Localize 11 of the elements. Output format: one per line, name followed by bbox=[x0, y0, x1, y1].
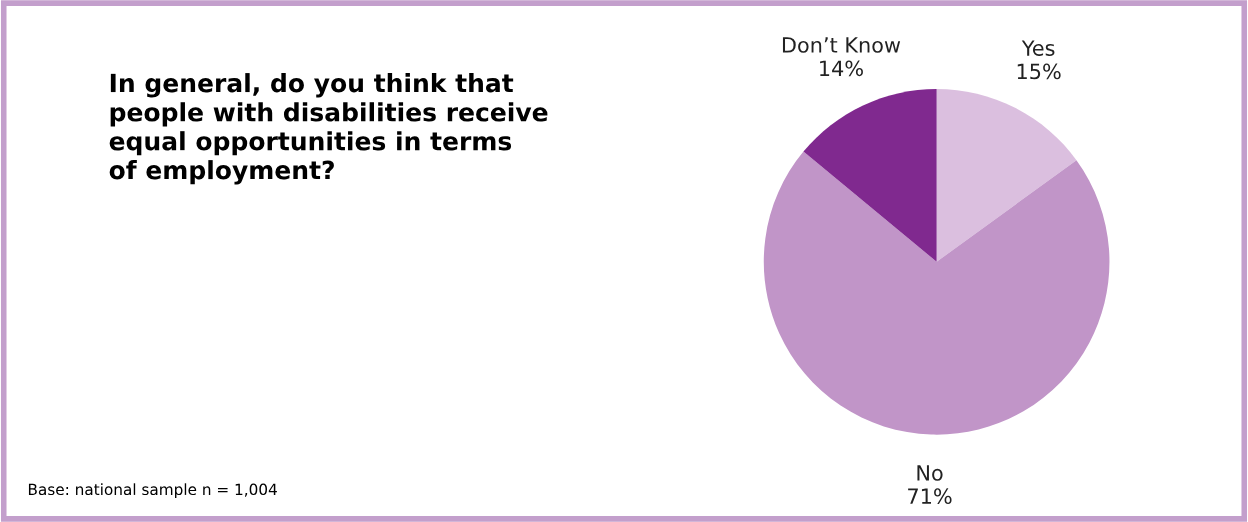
slice-label: No bbox=[917, 465, 943, 481]
pie-slice bbox=[936, 88, 1077, 262]
slice-label: Don’t Know bbox=[782, 37, 901, 53]
data-label: 71% bbox=[908, 488, 952, 505]
pie-slice bbox=[803, 88, 937, 262]
data-label: 15% bbox=[1017, 63, 1061, 80]
data-label: 14% bbox=[820, 60, 863, 77]
pie-slice bbox=[763, 151, 1110, 435]
slice-label: Yes bbox=[1021, 40, 1055, 56]
text: Base: national sample n = 1,004 bbox=[28, 483, 277, 499]
text: In general, do you think that people with disabilities receive equal opportunities in terms of employment? bbox=[109, 73, 548, 185]
